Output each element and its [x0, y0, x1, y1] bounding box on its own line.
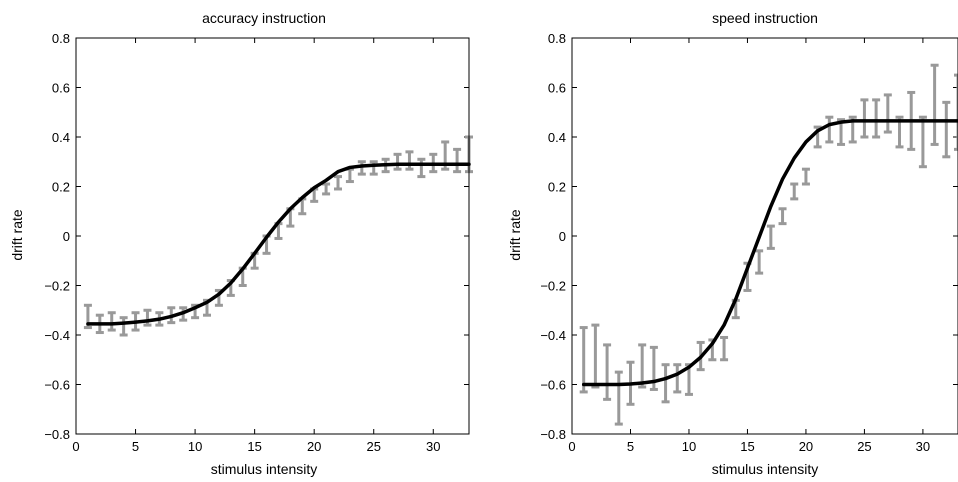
- y-tick-label: −0.2: [540, 279, 566, 294]
- y-tick-label: 0.4: [52, 130, 70, 145]
- error-bar-group: [83, 135, 473, 337]
- y-axis-label: drift rate: [507, 209, 523, 261]
- error-bar: [661, 363, 670, 404]
- y-tick-label: 0.2: [52, 180, 70, 195]
- x-axis-label: stimulus intensity: [211, 461, 318, 477]
- error-bar: [942, 100, 951, 159]
- error-bar: [872, 98, 881, 139]
- error-bar: [883, 93, 892, 134]
- y-tick-label: 0.4: [548, 130, 566, 145]
- error-bar: [107, 311, 116, 332]
- error-bar: [766, 224, 775, 250]
- error-bar: [405, 150, 414, 171]
- error-bar: [603, 343, 612, 401]
- panel-speed: speed instruction stimulus intensity dri…: [507, 10, 958, 477]
- x-tick-label: 5: [132, 439, 139, 454]
- x-tick-label: 0: [72, 439, 79, 454]
- fit-line-group: [581, 119, 958, 387]
- y-tick-label: −0.6: [540, 378, 566, 393]
- error-bar: [357, 160, 366, 176]
- x-tick-label: 10: [188, 439, 202, 454]
- x-tick-label: 30: [426, 439, 440, 454]
- panel-accuracy: accuracy instruction stimulus intensity …: [9, 10, 473, 477]
- error-bar: [591, 323, 600, 389]
- error-bar: [918, 115, 927, 169]
- error-bar: [720, 335, 729, 362]
- y-tick-label: −0.8: [540, 427, 566, 442]
- panel-title: speed instruction: [712, 10, 818, 26]
- x-tick-label: 15: [247, 439, 261, 454]
- y-tick-label: 0: [63, 229, 70, 244]
- panel-title: accuracy instruction: [202, 10, 326, 26]
- error-bar: [825, 115, 834, 144]
- error-bar: [614, 370, 623, 426]
- x-tick-label: 10: [682, 439, 696, 454]
- x-tick-label: 20: [307, 439, 321, 454]
- x-tick-label: 30: [916, 439, 930, 454]
- x-tick-label: 15: [740, 439, 754, 454]
- x-tick-label: 5: [627, 439, 634, 454]
- error-bar: [322, 182, 331, 196]
- error-bar: [673, 363, 682, 394]
- error-bar: [345, 167, 354, 184]
- error-bar: [453, 147, 462, 174]
- x-tick-label: 25: [366, 439, 380, 454]
- x-tick-label: 20: [799, 439, 813, 454]
- error-bar: [579, 326, 588, 394]
- plot-frame: [75, 37, 470, 435]
- y-tick-label: 0.6: [548, 81, 566, 96]
- y-tick-label: 0.8: [548, 31, 566, 46]
- error-bar: [778, 207, 787, 226]
- tick-group: 0 5 10 15 20 25 30 −0.8 −0.6 −0.4 −0.2 0 0.2 0.4 0.6 0.…: [44, 31, 469, 454]
- y-tick-label: 0: [559, 229, 566, 244]
- error-bar: [334, 175, 342, 191]
- y-tick-label: −0.2: [44, 279, 70, 294]
- fit-line: [581, 119, 958, 387]
- error-bar: [417, 157, 426, 179]
- x-axis-label: stimulus intensity: [712, 461, 819, 477]
- error-bar: [393, 152, 402, 171]
- plot-frame: [571, 37, 958, 435]
- error-bar: [790, 182, 799, 201]
- y-tick-label: 0.2: [548, 180, 566, 195]
- x-tick-label: 25: [857, 439, 871, 454]
- error-bar: [638, 343, 647, 389]
- y-tick-label: −0.8: [44, 427, 70, 442]
- y-tick-label: −0.6: [44, 378, 70, 393]
- error-bar: [954, 73, 958, 151]
- fit-line-group: [86, 162, 471, 326]
- y-tick-label: 0.8: [52, 31, 70, 46]
- tick-group: 0 5 10 15 20 25 30 −0.8 −0.6 −0.4 −0.2 0 0.2 0.4 0.6 0.…: [540, 31, 958, 454]
- error-bar: [755, 249, 764, 275]
- error-bar: [860, 98, 869, 139]
- y-tick-label: −0.4: [44, 328, 70, 343]
- error-bar-group: [579, 63, 958, 426]
- error-bar: [801, 167, 810, 186]
- y-tick-label: 0.6: [52, 81, 70, 96]
- fit-line: [86, 162, 471, 326]
- x-tick-label: 0: [568, 439, 575, 454]
- error-bar: [119, 316, 128, 337]
- y-tick-label: −0.4: [540, 328, 566, 343]
- y-axis-label: drift rate: [9, 209, 25, 261]
- error-bar: [930, 63, 939, 146]
